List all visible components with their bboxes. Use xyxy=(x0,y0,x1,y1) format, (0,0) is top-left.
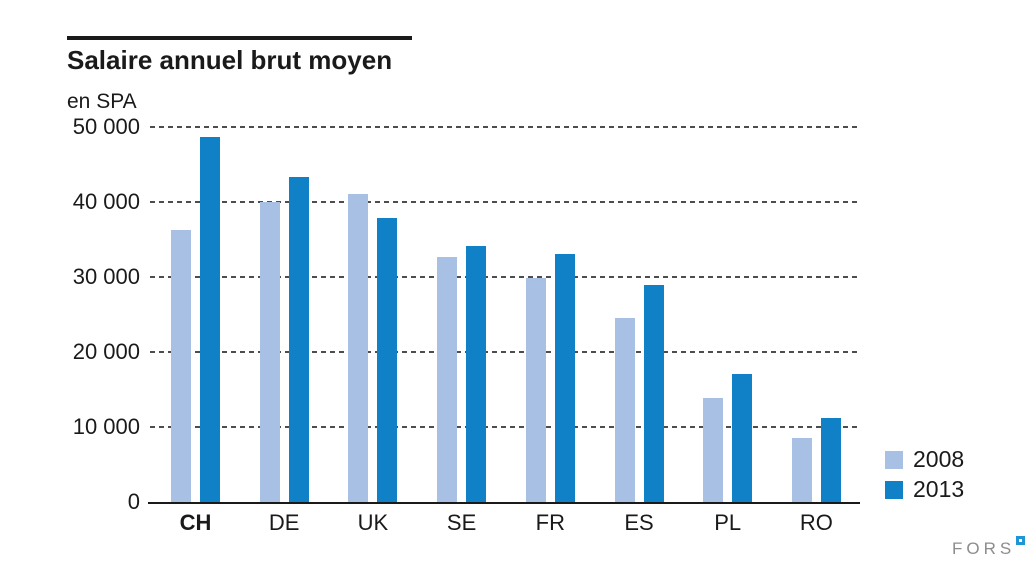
legend-item-2008: 2008 xyxy=(885,446,965,472)
y-axis-unit-label: en SPA xyxy=(67,90,137,113)
bar-ch-2013 xyxy=(200,137,220,502)
y-tick-label: 50 000 xyxy=(72,114,140,139)
y-tick-label: 20 000 xyxy=(72,339,140,364)
fors-logo-text: FORS xyxy=(952,539,1016,558)
x-label-de: DE xyxy=(268,510,300,535)
bar-de-2013 xyxy=(288,177,309,502)
legend-swatch-2013 xyxy=(885,480,903,499)
plot-area xyxy=(148,126,860,504)
legend-label-2013: 2013 xyxy=(913,476,965,502)
bar-se-2013 xyxy=(466,246,487,502)
fors-logo: FORS xyxy=(952,536,1026,558)
gridline-50 000 xyxy=(150,126,860,128)
title-rule xyxy=(67,36,412,40)
y-tick-label: 40 000 xyxy=(72,189,140,214)
y-tick-label: 10 000 xyxy=(72,414,140,439)
gridline-10 000 xyxy=(150,426,860,428)
y-tick-label: 30 000 xyxy=(72,264,140,289)
x-label-uk: UK xyxy=(357,510,389,535)
bar-pl-2008 xyxy=(703,398,724,502)
bar-pl-2013 xyxy=(732,374,753,502)
x-label-se: SE xyxy=(446,510,477,535)
legend: 2008 2013 xyxy=(885,446,965,510)
bar-fr-2008 xyxy=(525,278,546,502)
x-label-es: ES xyxy=(624,510,654,535)
chart-title: Salaire annuel brut moyen xyxy=(67,45,393,75)
bar-de-2008 xyxy=(259,202,280,502)
bar-ch-2008 xyxy=(171,230,191,502)
bar-es-2013 xyxy=(643,285,664,502)
bar-uk-2008 xyxy=(348,194,369,502)
x-axis-baseline xyxy=(148,502,860,504)
gridline-40 000 xyxy=(150,201,860,203)
gridline-30 000 xyxy=(150,276,860,278)
x-label-pl: PL xyxy=(714,510,742,535)
bar-uk-2013 xyxy=(377,218,398,502)
bar-ro-2008 xyxy=(791,438,812,502)
legend-label-2008: 2008 xyxy=(913,446,965,472)
legend-swatch-2008 xyxy=(885,450,903,469)
x-label-ro: RO xyxy=(799,510,833,535)
bar-es-2008 xyxy=(614,318,635,502)
bar-fr-2013 xyxy=(554,254,575,502)
x-label-fr: FR xyxy=(535,510,565,535)
bar-se-2008 xyxy=(437,257,458,502)
x-label-ch: CH xyxy=(179,510,212,535)
bar-ro-2013 xyxy=(820,418,841,502)
legend-item-2013: 2013 xyxy=(885,476,965,502)
gridline-20 000 xyxy=(150,351,860,353)
y-tick-label: 0 xyxy=(127,489,140,514)
fors-logo-square-icon xyxy=(1016,536,1026,545)
